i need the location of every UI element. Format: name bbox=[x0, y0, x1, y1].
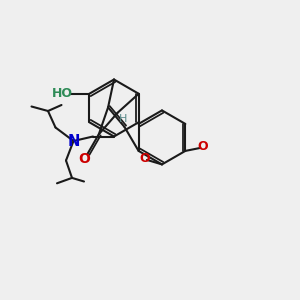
Text: H: H bbox=[119, 113, 127, 124]
Text: HO: HO bbox=[52, 87, 73, 100]
Text: N: N bbox=[67, 134, 80, 148]
Text: O: O bbox=[139, 152, 150, 165]
Text: O: O bbox=[197, 140, 208, 153]
Text: O: O bbox=[79, 152, 91, 166]
